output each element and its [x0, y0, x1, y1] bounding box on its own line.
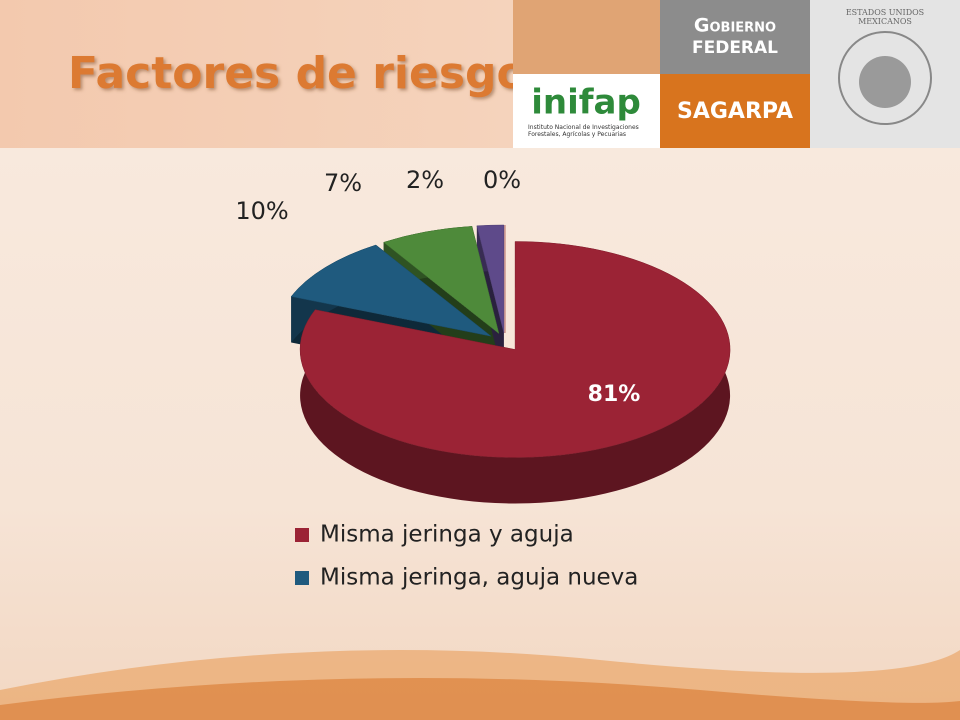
slice	[299, 241, 731, 458]
inifap-sub-wrap: Instituto Nacional de Investigaciones Fo…	[528, 124, 639, 138]
pie: 81% 10% 7% 2% 0%	[235, 166, 731, 504]
legend-swatch	[295, 528, 309, 542]
slice	[290, 244, 492, 337]
sagarpa: SAGARPA	[677, 99, 793, 124]
data-label: 2%	[406, 166, 444, 194]
seal-emblem	[859, 56, 911, 108]
slide-title: Factores de riesgo	[68, 48, 527, 99]
logo-block	[660, 0, 810, 74]
logo-block	[513, 0, 660, 74]
seal-text: ESTADOS UNIDOS MEXICANOS	[845, 8, 925, 26]
data-label: 81%	[588, 382, 641, 407]
legend-label: Misma jeringa, aguja nueva	[320, 565, 638, 591]
slice	[476, 224, 505, 334]
federal: FEDERAL	[692, 38, 778, 58]
data-label: 10%	[235, 197, 288, 225]
legend-label: Misma jeringa y aguja	[320, 522, 574, 548]
slice	[383, 226, 500, 335]
seal	[838, 31, 932, 125]
gobierno: Gobierno	[694, 15, 776, 37]
logo-block	[513, 74, 660, 148]
data-label: 7%	[324, 169, 362, 197]
inifap-sub: Instituto Nacional de Investigaciones Fo…	[528, 124, 639, 138]
data-label: 0%	[483, 166, 521, 194]
bottom-wave	[0, 678, 960, 720]
seal-text-wrap: ESTADOS UNIDOS MEXICANOS	[845, 8, 925, 26]
legend-swatch	[295, 571, 309, 585]
logo-block	[660, 74, 810, 148]
inifap-logo: inifap	[531, 83, 641, 123]
